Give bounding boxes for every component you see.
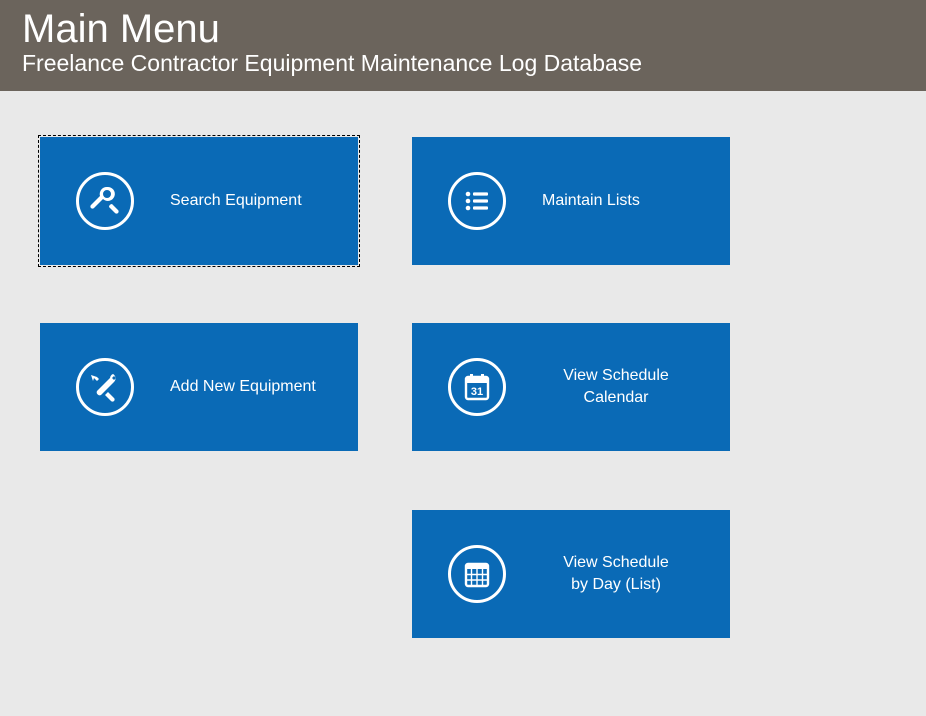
tools-icon: [40, 358, 170, 416]
main-menu-tiles: Search Equipment Maintain Lists: [0, 91, 926, 139]
page-title: Main Menu: [22, 8, 904, 50]
view-schedule-by-day-tile[interactable]: View Scheduleby Day (List): [412, 510, 730, 638]
tile-label: Add New Equipment: [170, 376, 358, 398]
search-wrench-icon: [40, 172, 170, 230]
page-subtitle: Freelance Contractor Equipment Maintenan…: [22, 50, 904, 77]
list-icon: [412, 172, 542, 230]
search-equipment-tile[interactable]: Search Equipment: [40, 137, 358, 265]
svg-text:31: 31: [471, 386, 483, 398]
tile-label: View ScheduleCalendar: [542, 365, 730, 408]
calendar-grid-icon: [412, 545, 542, 603]
header: Main Menu Freelance Contractor Equipment…: [0, 0, 926, 91]
tile-label: Maintain Lists: [542, 190, 730, 212]
tile-label: View Scheduleby Day (List): [542, 552, 730, 595]
add-new-equipment-tile[interactable]: Add New Equipment: [40, 323, 358, 451]
tile-label: Search Equipment: [170, 190, 358, 212]
view-schedule-calendar-tile[interactable]: 31 View ScheduleCalendar: [412, 323, 730, 451]
calendar-date-icon: 31: [412, 358, 542, 416]
maintain-lists-tile[interactable]: Maintain Lists: [412, 137, 730, 265]
